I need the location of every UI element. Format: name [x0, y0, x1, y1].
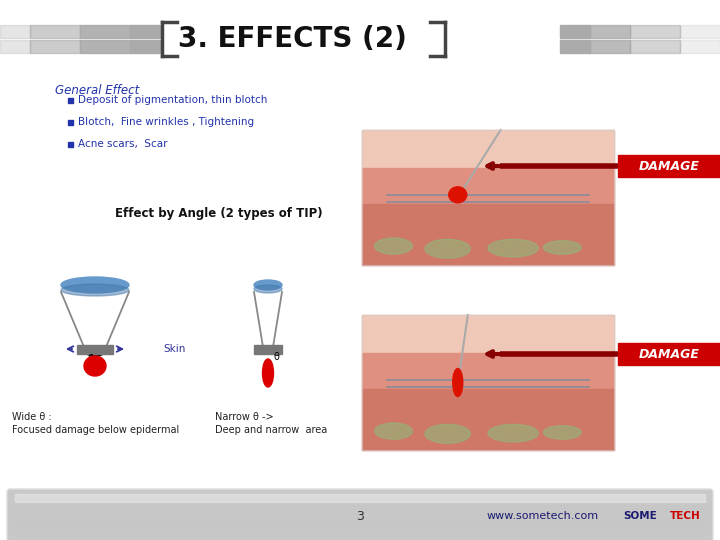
Bar — [80, 25, 130, 38]
Text: Blotch,  Fine wrinkles , Tightening: Blotch, Fine wrinkles , Tightening — [78, 117, 254, 127]
Bar — [362, 130, 614, 265]
Bar — [15, 494, 705, 502]
Ellipse shape — [425, 239, 470, 258]
Text: θ: θ — [273, 352, 279, 362]
Bar — [618, 155, 720, 177]
Bar — [130, 25, 160, 38]
Bar — [362, 130, 614, 265]
Ellipse shape — [84, 356, 106, 376]
Bar — [630, 40, 680, 53]
Bar — [680, 40, 720, 53]
Bar — [30, 40, 80, 53]
Ellipse shape — [544, 426, 581, 439]
Ellipse shape — [374, 423, 413, 439]
Text: Skin: Skin — [164, 344, 186, 354]
Bar — [68, 142, 73, 147]
Bar — [362, 204, 614, 265]
Bar — [68, 120, 73, 125]
Ellipse shape — [263, 359, 274, 387]
Text: TECH: TECH — [670, 511, 701, 521]
Text: Narrow θ ->
Deep and narrow  area: Narrow θ -> Deep and narrow area — [215, 412, 328, 435]
Bar — [254, 345, 282, 354]
Bar — [30, 25, 80, 38]
Ellipse shape — [453, 368, 463, 396]
Ellipse shape — [449, 187, 467, 203]
Bar — [680, 25, 720, 38]
Text: Acne scars,  Scar: Acne scars, Scar — [78, 139, 168, 149]
Bar — [362, 315, 614, 450]
Ellipse shape — [425, 424, 470, 443]
Bar — [77, 345, 113, 354]
Bar — [590, 25, 630, 38]
Text: General Effect: General Effect — [55, 84, 139, 97]
Ellipse shape — [374, 238, 413, 254]
Bar — [362, 353, 614, 389]
Text: Wide θ :
Focused damage below epidermal: Wide θ : Focused damage below epidermal — [12, 412, 179, 435]
Bar — [362, 315, 614, 450]
Text: 3: 3 — [356, 510, 364, 523]
Ellipse shape — [254, 285, 282, 293]
Text: www.sometech.com: www.sometech.com — [487, 511, 599, 521]
Ellipse shape — [544, 241, 581, 254]
Ellipse shape — [61, 284, 129, 296]
Bar — [130, 40, 160, 53]
Text: SOME: SOME — [624, 511, 657, 521]
Text: DAMAGE: DAMAGE — [639, 348, 699, 361]
Ellipse shape — [61, 277, 129, 293]
Bar — [560, 25, 590, 38]
Text: DAMAGE: DAMAGE — [639, 159, 699, 172]
Bar — [362, 168, 614, 204]
Bar — [630, 25, 680, 38]
Text: 3. EFFECTS (2): 3. EFFECTS (2) — [178, 25, 407, 53]
Bar — [68, 98, 73, 103]
Bar — [590, 40, 630, 53]
Bar — [80, 40, 130, 53]
Bar — [362, 315, 614, 353]
Bar — [0, 25, 30, 38]
Bar — [362, 389, 614, 450]
Ellipse shape — [254, 280, 282, 290]
Text: Deposit of pigmentation, thin blotch: Deposit of pigmentation, thin blotch — [78, 95, 267, 105]
Text: θ: θ — [88, 354, 94, 364]
Text: Effect by Angle (2 types of TIP): Effect by Angle (2 types of TIP) — [115, 207, 323, 220]
FancyBboxPatch shape — [7, 489, 713, 540]
Bar — [618, 343, 720, 365]
Ellipse shape — [488, 424, 539, 442]
Ellipse shape — [488, 239, 539, 257]
Bar — [0, 40, 30, 53]
Bar — [362, 130, 614, 168]
Bar — [560, 40, 590, 53]
